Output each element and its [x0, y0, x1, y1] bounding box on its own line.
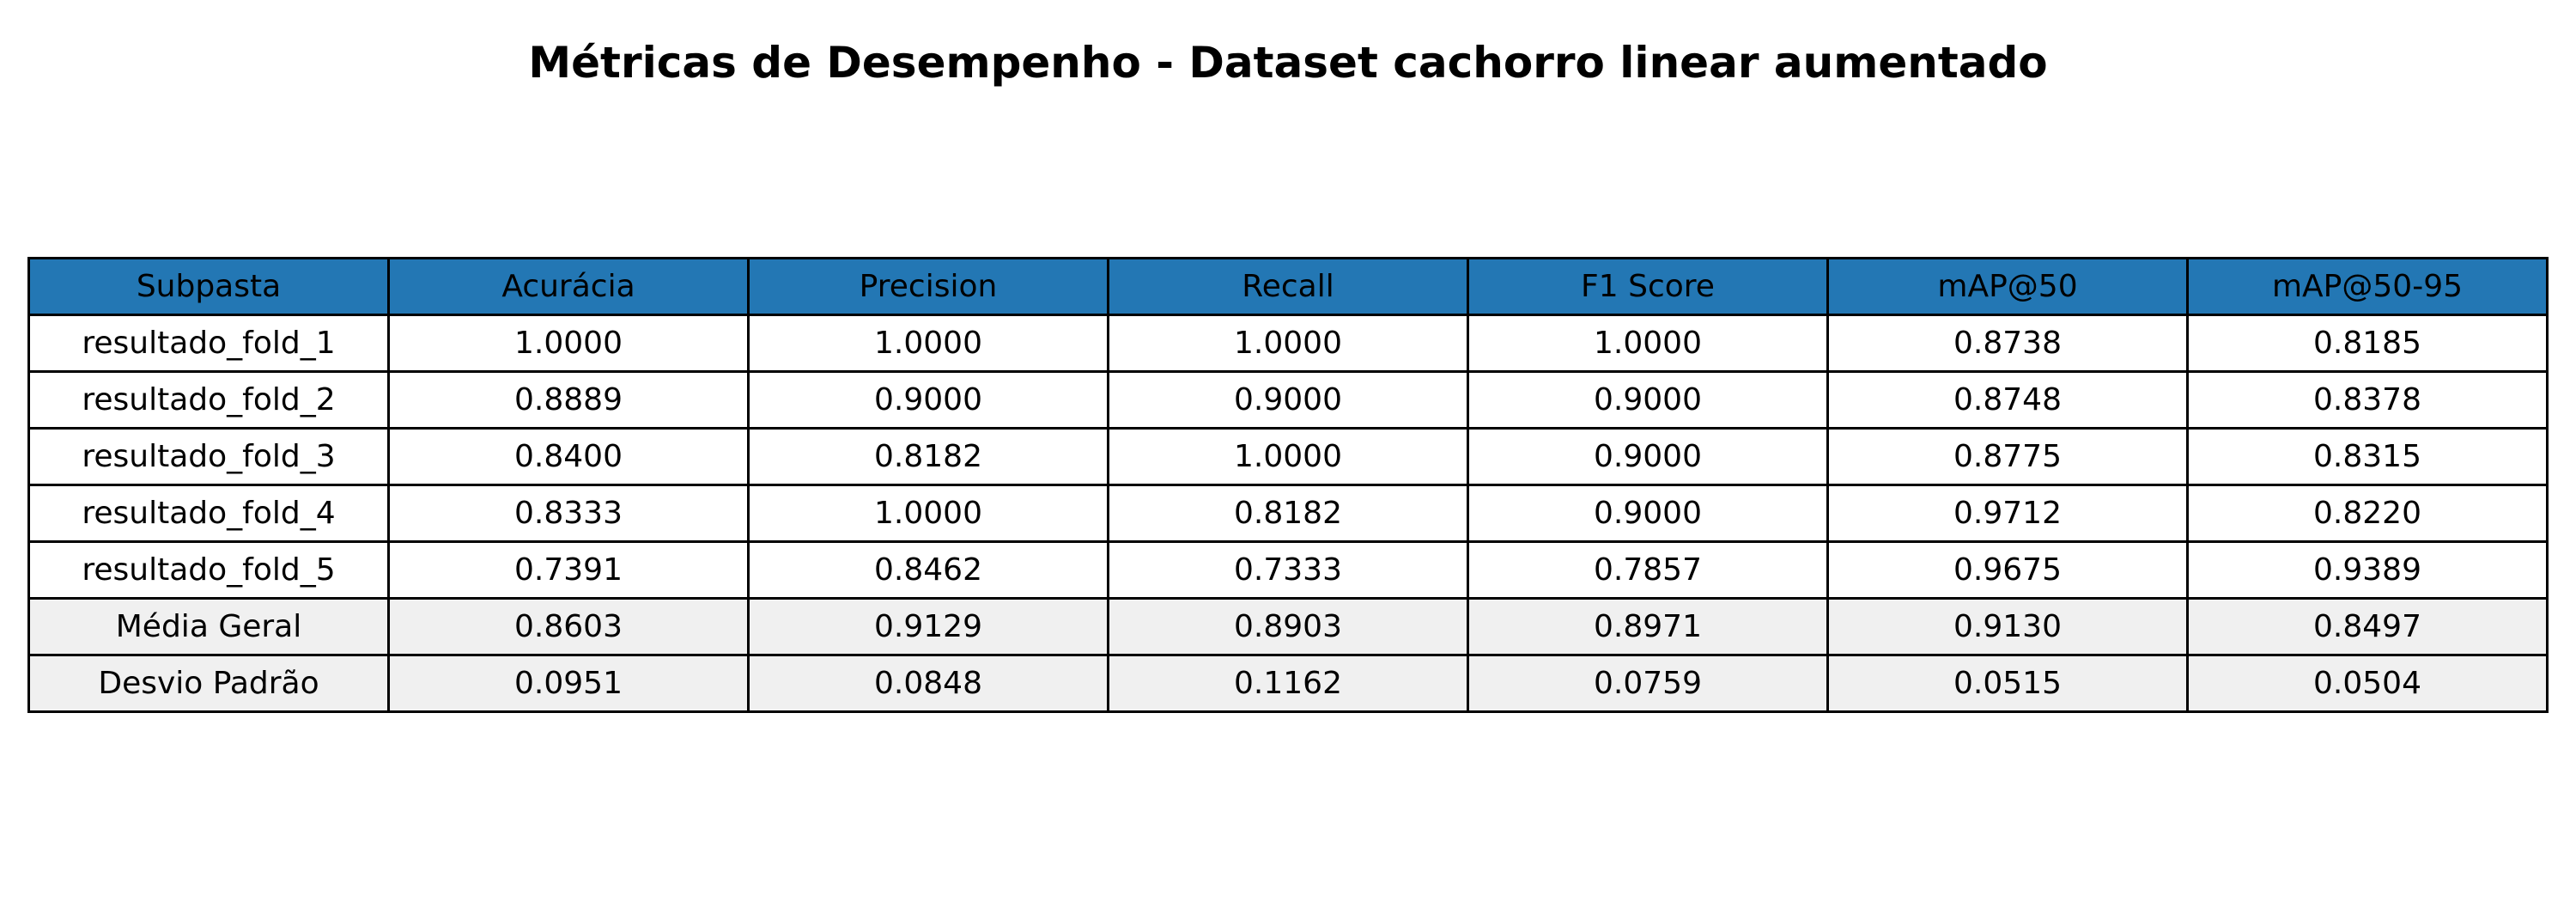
column-header-map50-95: mAP@50-95 — [2186, 257, 2549, 316]
table-cell-f1-score: 0.9000 — [1467, 370, 1829, 430]
table-cell-subpasta: resultado_fold_2 — [27, 370, 390, 430]
table-cell-recall: 1.0000 — [1107, 427, 1469, 486]
table-cell-map50-95: 0.8185 — [2186, 314, 2549, 373]
table-cell-map50-95: 0.9389 — [2186, 540, 2549, 600]
table-cell-recall: 0.8182 — [1107, 484, 1469, 543]
table-cell-f1-score: 0.7857 — [1467, 540, 1829, 600]
table-cell-precision: 1.0000 — [747, 314, 1109, 373]
chart-title: Métricas de Desempenho - Dataset cachorr… — [528, 38, 2048, 88]
table-cell-map50-95: 0.0504 — [2186, 654, 2549, 713]
table-cell-precision: 0.9129 — [747, 597, 1109, 656]
summary-row: Desvio Padrão 0.0951 0.0848 0.1162 0.0759 0.0… — [27, 654, 2549, 713]
table-cell-subpasta: resultado_fold_4 — [27, 484, 390, 543]
table-cell-acuracia: 0.8333 — [387, 484, 750, 543]
table-cell-precision: 0.8462 — [747, 540, 1109, 600]
table-cell-subpasta: Média Geral — [27, 597, 390, 656]
table-row: resultado_fold_1 1.0000 1.0000 1.0000 1.0000… — [27, 314, 2549, 373]
table-row: resultado_fold_3 0.8400 0.8182 1.0000 0.9000… — [27, 427, 2549, 486]
column-header-subpasta: Subpasta — [27, 257, 390, 316]
table-cell-subpasta: resultado_fold_5 — [27, 540, 390, 600]
table-cell-map50-95: 0.8220 — [2186, 484, 2549, 543]
table-cell-map50: 0.9675 — [1826, 540, 2189, 600]
table-cell-f1-score: 0.0759 — [1467, 654, 1829, 713]
table-cell-map50: 0.0515 — [1826, 654, 2189, 713]
table-cell-recall: 0.9000 — [1107, 370, 1469, 430]
column-header-f1-score: F1 Score — [1467, 257, 1829, 316]
column-header-precision: Precision — [747, 257, 1109, 316]
summary-row: Média Geral 0.8603 0.9129 0.8903 0.8971 0.913… — [27, 597, 2549, 656]
table-cell-map50-95: 0.8378 — [2186, 370, 2549, 430]
column-header-recall: Recall — [1107, 257, 1469, 316]
table-cell-subpasta: resultado_fold_1 — [27, 314, 390, 373]
table-row: resultado_fold_4 0.8333 1.0000 0.8182 0.9000… — [27, 484, 2549, 543]
table-cell-map50: 0.8775 — [1826, 427, 2189, 486]
table-cell-recall: 0.8903 — [1107, 597, 1469, 656]
table-header-row: Subpasta Acurácia Precision Recall F1 Sc… — [27, 257, 2549, 316]
table-cell-recall: 0.7333 — [1107, 540, 1469, 600]
table-cell-f1-score: 0.9000 — [1467, 427, 1829, 486]
table-cell-precision: 0.9000 — [747, 370, 1109, 430]
table-cell-f1-score: 1.0000 — [1467, 314, 1829, 373]
table-cell-acuracia: 0.0951 — [387, 654, 750, 713]
table-cell-acuracia: 1.0000 — [387, 314, 750, 373]
table-cell-map50: 0.8748 — [1826, 370, 2189, 430]
column-header-map50: mAP@50 — [1826, 257, 2189, 316]
table-cell-acuracia: 0.8603 — [387, 597, 750, 656]
table-cell-map50-95: 0.8315 — [2186, 427, 2549, 486]
table-cell-f1-score: 0.9000 — [1467, 484, 1829, 543]
table-cell-subpasta: resultado_fold_3 — [27, 427, 390, 486]
table-cell-map50-95: 0.8497 — [2186, 597, 2549, 656]
table-cell-acuracia: 0.8400 — [387, 427, 750, 486]
table-cell-precision: 0.8182 — [747, 427, 1109, 486]
table-cell-map50: 0.9712 — [1826, 484, 2189, 543]
table-body: resultado_fold_1 1.0000 1.0000 1.0000 1.0000… — [27, 314, 2549, 713]
table-cell-subpasta: Desvio Padrão — [27, 654, 390, 713]
table-cell-f1-score: 0.8971 — [1467, 597, 1829, 656]
table-cell-recall: 1.0000 — [1107, 314, 1469, 373]
table-row: resultado_fold_2 0.8889 0.9000 0.9000 0.9000… — [27, 370, 2549, 430]
table-cell-precision: 0.0848 — [747, 654, 1109, 713]
column-header-acuracia: Acurácia — [387, 257, 750, 316]
table-cell-precision: 1.0000 — [747, 484, 1109, 543]
table-row: resultado_fold_5 0.7391 0.8462 0.7333 0.7857… — [27, 540, 2549, 600]
table-cell-acuracia: 0.8889 — [387, 370, 750, 430]
table-cell-map50: 0.8738 — [1826, 314, 2189, 373]
metrics-table: Subpasta Acurácia Precision Recall F1 Sc… — [27, 257, 2549, 713]
table-cell-recall: 0.1162 — [1107, 654, 1469, 713]
table-cell-map50: 0.9130 — [1826, 597, 2189, 656]
table-cell-acuracia: 0.7391 — [387, 540, 750, 600]
